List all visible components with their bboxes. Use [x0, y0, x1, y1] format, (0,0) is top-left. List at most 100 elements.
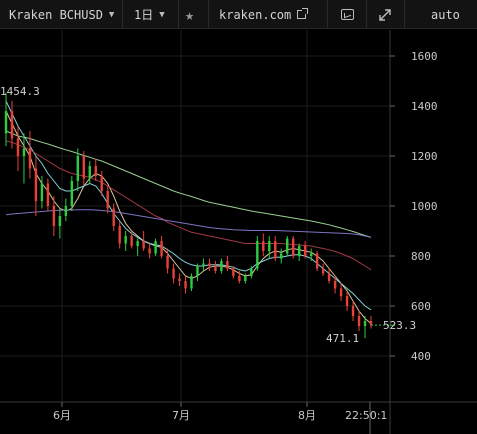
candlestick — [106, 186, 109, 214]
candle-body — [286, 238, 289, 254]
candlestick — [184, 276, 187, 294]
fullscreen-button[interactable] — [379, 0, 391, 29]
time-tick-label: 8月 — [298, 409, 316, 422]
candle-body — [303, 246, 307, 256]
price-tick-label: 1200 — [411, 150, 438, 163]
candlestick — [172, 263, 175, 284]
last-price-label: 523.3 — [383, 319, 416, 332]
scale-mode-button[interactable]: auto — [431, 0, 460, 29]
chart-type-button[interactable] — [341, 0, 354, 29]
candlestick — [154, 238, 157, 256]
candle-body — [220, 261, 223, 271]
candle-body — [34, 168, 38, 201]
candle-body — [16, 138, 20, 156]
candlestick — [64, 198, 68, 221]
chart-grid — [0, 30, 390, 402]
candle-body — [148, 248, 151, 254]
candlestick — [76, 148, 80, 191]
symbol-selector[interactable]: Kraken BCHUSD ▼ — [9, 0, 114, 29]
high-price-label: 1454.3 — [0, 85, 40, 98]
candlestick — [303, 241, 307, 259]
candlestick — [82, 151, 85, 186]
candlestick — [286, 236, 289, 256]
candlestick — [94, 158, 97, 181]
candle-body — [178, 278, 181, 281]
candle-body — [262, 241, 265, 251]
candle-body — [46, 183, 50, 206]
candlestick — [34, 156, 38, 216]
candle-body — [184, 281, 187, 289]
candlestick — [160, 236, 163, 259]
candle-body — [28, 148, 32, 169]
candlestick — [327, 268, 331, 284]
interval-selector[interactable]: 1日 ▼ — [134, 0, 165, 29]
candlestick — [202, 258, 205, 271]
candlestick — [250, 266, 253, 279]
candle-body — [40, 183, 44, 201]
candlestick-series — [4, 92, 373, 339]
symbol-label: Kraken BCHUSD — [9, 7, 103, 22]
candle-body — [256, 241, 259, 269]
toolbar-divider — [327, 0, 328, 29]
candle-body — [4, 111, 8, 134]
price-tick-label: 400 — [411, 350, 431, 363]
candlestick — [130, 231, 133, 249]
candle-body — [112, 208, 115, 226]
site-link[interactable]: kraken.com — [219, 0, 309, 29]
toolbar-divider — [366, 0, 367, 29]
candlestick — [118, 221, 121, 249]
candle-body — [124, 236, 127, 244]
candlestick — [178, 273, 181, 286]
candlestick — [52, 196, 56, 236]
site-label: kraken.com — [219, 7, 292, 22]
candlestick — [214, 261, 217, 274]
candlestick — [220, 258, 223, 274]
candlestick — [46, 178, 50, 211]
low-price-label: 471.1 — [326, 332, 359, 345]
candle-body — [172, 268, 175, 279]
annotations: 1454.3 471.1 523.3 22:50:1 — [0, 85, 416, 422]
candle-body — [244, 276, 247, 281]
candlestick — [369, 316, 373, 329]
star-icon: ★ — [185, 5, 195, 24]
candlestick — [309, 248, 313, 261]
candle-body — [130, 236, 133, 246]
candlestick — [148, 243, 151, 259]
toolbar-divider — [122, 0, 123, 29]
candle-body — [64, 206, 68, 216]
candle-body — [297, 246, 301, 256]
toolbar-divider — [208, 0, 209, 29]
candle-body — [52, 206, 56, 226]
candle-body — [292, 238, 295, 256]
candlestick — [321, 263, 325, 276]
candle-body — [166, 256, 169, 269]
candle-body — [351, 306, 355, 316]
candle-body — [142, 241, 145, 249]
candlestick — [16, 126, 20, 171]
candlestick — [274, 236, 277, 261]
candle-body — [339, 288, 343, 296]
candle-body — [250, 268, 253, 276]
scale-mode-label: auto — [431, 7, 460, 22]
candle-body — [345, 296, 349, 306]
candle-body — [238, 276, 241, 281]
candlestick — [22, 133, 26, 184]
candlestick — [256, 236, 259, 271]
time-tick-label: 7月 — [172, 409, 190, 422]
candle-body — [309, 253, 313, 256]
candlestick — [244, 273, 247, 284]
current-time-label: 22:50:1 — [345, 409, 387, 422]
candlestick — [88, 161, 91, 184]
time-tick-label: 6月 — [53, 409, 71, 422]
moving-average-line — [5, 130, 372, 238]
chevron-down-icon: ▼ — [159, 9, 165, 20]
price-tick-label: 1600 — [411, 50, 438, 63]
candlestick — [315, 251, 319, 271]
favorite-button[interactable]: ★ — [185, 0, 194, 29]
candlestick — [70, 176, 74, 211]
axes: 400 600 800 1000 1200 1400 1600 6月 7月 8月 — [0, 30, 477, 434]
candlestick — [232, 266, 235, 279]
candle-body — [100, 176, 103, 191]
candlestick — [297, 243, 301, 261]
